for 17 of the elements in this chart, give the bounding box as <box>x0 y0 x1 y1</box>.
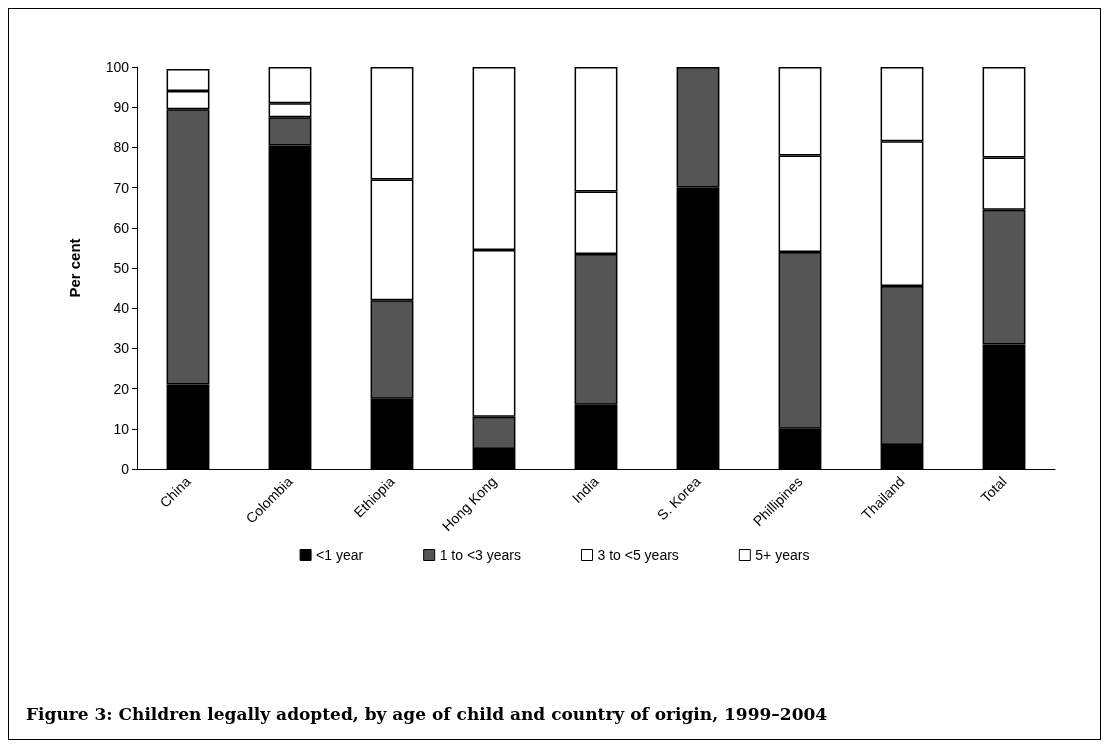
y-tick-label: 90 <box>113 99 130 116</box>
text: Figure 3: Children legally adopted, by age of child and country of origin, 1999–2004 <box>26 703 828 724</box>
y-tick-label: 10 <box>113 420 130 437</box>
y-tick-label: 70 <box>113 179 130 196</box>
y-axis-title: Per cent <box>66 238 83 298</box>
y-tick-label: 100 <box>105 59 130 75</box>
y-tick-label: 80 <box>113 139 130 156</box>
legend-label: 5+ years <box>755 547 810 563</box>
y-tick-label: 30 <box>113 340 130 357</box>
legend-label: 3 to <5 years <box>597 547 679 563</box>
legend-label: 1 to <3 years <box>439 547 521 563</box>
y-tick-label: 20 <box>113 380 130 397</box>
y-tick-label: 60 <box>113 219 130 236</box>
legend-label: <1 year <box>316 547 364 563</box>
y-tick-label: 0 <box>121 461 130 477</box>
y-tick-label: 40 <box>113 300 130 317</box>
y-tick-label: 50 <box>113 260 130 276</box>
